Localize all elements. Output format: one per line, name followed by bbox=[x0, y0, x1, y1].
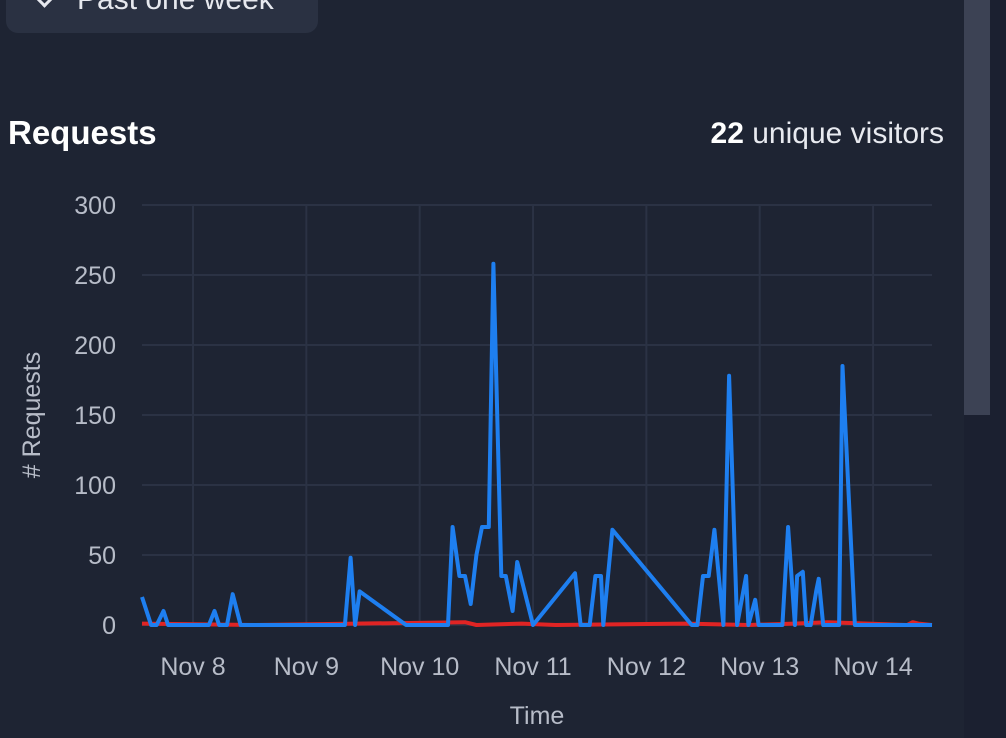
requests-line-chart: 0 50 100 150 200 250 300 Nov 8 Nov 9 Nov 10 Nov 1… bbox=[18, 192, 933, 730]
x-axis-label: Time bbox=[510, 702, 565, 730]
grid-lines bbox=[142, 204, 932, 626]
series-lines bbox=[140, 261, 933, 627]
y-tick-label: 150 bbox=[74, 402, 116, 430]
y-tick-label: 300 bbox=[74, 192, 116, 220]
y-axis-label: # Requests bbox=[18, 352, 46, 478]
x-tick-label: Nov 8 bbox=[160, 653, 225, 681]
visitor-count: 22 bbox=[710, 117, 744, 150]
chart-title: Requests bbox=[8, 114, 157, 151]
time-range-label: Past one week bbox=[77, 0, 274, 16]
unique-visitors: 22 unique visitors bbox=[711, 117, 944, 151]
scrollbar-thumb[interactable] bbox=[964, 0, 990, 415]
x-tick-label: Nov 10 bbox=[380, 653, 459, 681]
x-tick-label: Nov 12 bbox=[607, 653, 686, 681]
x-tick-label: Nov 9 bbox=[274, 653, 339, 681]
y-tick-label: 250 bbox=[74, 262, 116, 290]
y-axis: 0 50 100 150 200 250 300 bbox=[74, 192, 116, 640]
x-tick-label: Nov 13 bbox=[720, 653, 799, 681]
x-axis: Nov 8 Nov 9 Nov 10 Nov 11 Nov 12 Nov 13 Nov 14 bbox=[160, 653, 912, 681]
scrollbar-track[interactable] bbox=[964, 0, 1006, 738]
y-tick-label: 0 bbox=[102, 612, 116, 640]
time-range-selector[interactable]: Past one week bbox=[6, 0, 318, 33]
y-tick-label: 200 bbox=[74, 332, 116, 360]
y-tick-label: 50 bbox=[88, 542, 116, 570]
x-tick-label: Nov 14 bbox=[833, 653, 912, 681]
y-tick-label: 100 bbox=[74, 472, 116, 500]
visitor-label: unique visitors bbox=[752, 117, 944, 150]
x-tick-label: Nov 11 bbox=[494, 653, 571, 681]
series-line bbox=[140, 261, 932, 627]
